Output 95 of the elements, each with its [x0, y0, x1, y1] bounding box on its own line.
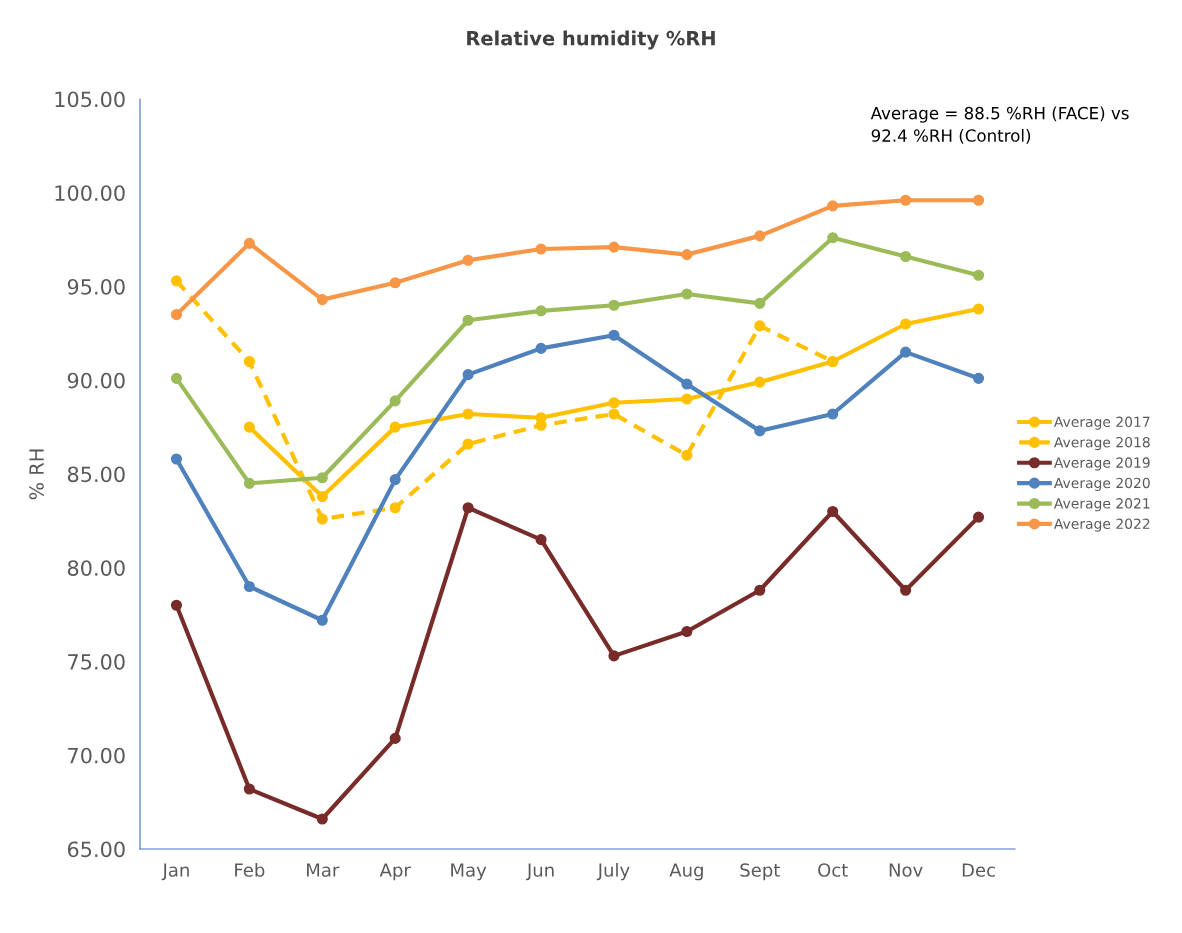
point	[316, 513, 328, 525]
chart-title: Relative humidity %RH	[467, 30, 715, 50]
point	[243, 783, 255, 795]
y-tick-label: 80.00	[67, 560, 125, 576]
point	[462, 438, 474, 450]
point	[608, 299, 620, 311]
point	[972, 372, 985, 384]
point	[608, 397, 620, 409]
point	[972, 303, 985, 315]
y-tick-label: 100.00	[55, 185, 125, 201]
x-tick-label: Apr	[379, 863, 411, 881]
point	[754, 230, 766, 242]
point	[535, 534, 547, 546]
point	[754, 425, 766, 437]
y-tick-label: 75.00	[68, 653, 125, 670]
legend-label: Average 2017	[1054, 416, 1150, 430]
y-tick-label: 95.00	[67, 278, 125, 295]
point	[462, 408, 474, 420]
x-tick-label: Sept	[740, 863, 780, 881]
point	[170, 372, 183, 384]
legend-label: Average 2019	[1054, 457, 1150, 471]
point	[462, 314, 474, 326]
point	[243, 421, 255, 433]
legend-label: Average 2022	[1054, 518, 1150, 532]
point	[681, 393, 693, 405]
point	[681, 288, 693, 300]
x-tick-label: Oct	[818, 863, 848, 877]
point	[316, 614, 328, 626]
point	[900, 194, 912, 206]
point	[535, 342, 547, 354]
point	[681, 249, 693, 261]
x-tick-label: July	[596, 862, 630, 881]
x-tick-label: May	[451, 863, 487, 881]
point	[681, 625, 693, 638]
x-tick-label: Dec	[962, 863, 995, 877]
point	[316, 294, 328, 306]
point	[754, 320, 766, 332]
y-tick-label: 85.00	[67, 466, 125, 483]
point	[827, 408, 839, 420]
y-tick-label: 70.00	[68, 747, 125, 764]
point	[243, 355, 255, 368]
point	[316, 472, 328, 484]
x-tick-label: Jun	[526, 863, 554, 881]
legend-label: Average 2020	[1054, 477, 1150, 491]
point	[389, 277, 401, 289]
point	[243, 237, 255, 249]
point	[900, 346, 912, 358]
point	[900, 584, 912, 596]
point	[170, 453, 183, 465]
point	[535, 243, 547, 255]
point	[316, 490, 328, 503]
point	[608, 241, 620, 253]
point	[389, 732, 401, 744]
point	[900, 318, 912, 330]
point	[535, 305, 547, 317]
annotation: Average = 88.5 %RH (FACE) vs 92.4 %RH (Control)	[870, 106, 1129, 144]
y-tick-label: 105.00	[55, 91, 125, 108]
point	[681, 378, 693, 390]
point	[972, 194, 985, 206]
point	[316, 813, 328, 825]
point	[389, 502, 401, 514]
y-tick-label: 90.00	[67, 372, 125, 389]
point	[754, 297, 766, 309]
legend-label: Average 2018	[1054, 436, 1150, 451]
point	[608, 650, 620, 662]
point	[170, 275, 183, 287]
point	[827, 200, 839, 212]
point	[972, 269, 985, 281]
x-tick-label: Aug	[669, 863, 703, 881]
point	[462, 254, 474, 266]
x-tick-label: Mar	[307, 863, 340, 877]
point	[170, 599, 183, 611]
point	[170, 309, 183, 321]
y-axis-title: % RH	[29, 449, 44, 500]
x-tick-label: Feb	[235, 862, 265, 877]
point	[972, 511, 985, 523]
point	[389, 474, 401, 486]
point	[389, 421, 401, 433]
point	[389, 395, 401, 407]
x-tick-label: Jan	[161, 863, 189, 881]
point	[608, 408, 620, 420]
point	[462, 502, 474, 514]
x-tick-label: Nov	[889, 863, 923, 877]
point	[754, 584, 766, 596]
point	[681, 449, 693, 461]
point	[608, 329, 620, 341]
point	[827, 232, 839, 244]
point	[754, 376, 766, 388]
legend-label: Average 2021	[1054, 498, 1150, 512]
point	[243, 580, 255, 593]
y-tick-label: 65.00	[67, 841, 125, 858]
point	[462, 369, 474, 381]
point	[827, 505, 839, 518]
point	[243, 477, 255, 489]
point	[900, 250, 912, 263]
